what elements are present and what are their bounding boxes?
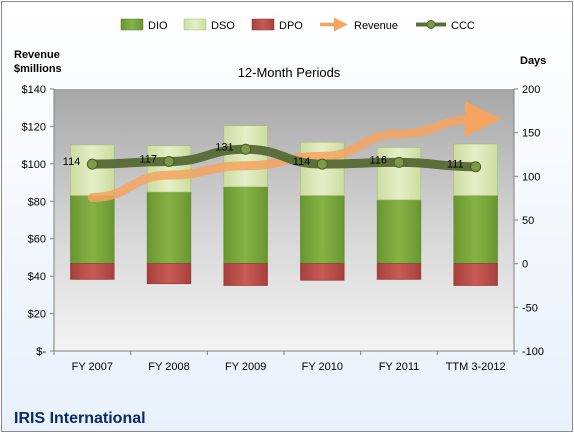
- right-tick-label: 50: [522, 215, 534, 227]
- left-axis-title-line2: $millions: [14, 63, 62, 75]
- ccc-data-label: 116: [369, 154, 387, 166]
- bar-dpo: [300, 263, 345, 281]
- bar-dpo: [146, 263, 192, 285]
- ccc-marker: [163, 155, 175, 167]
- right-tick-label: -100: [522, 346, 544, 358]
- left-axis-ticks: $- $20 $40 $60 $80 $100 $120 $140: [22, 84, 54, 358]
- bar-dio: [223, 186, 268, 264]
- x-tick-label: FY 2011: [379, 361, 420, 373]
- ccc-data-label: 114: [293, 156, 311, 168]
- x-tick-label: FY 2010: [302, 361, 343, 373]
- company-name: IRIS International: [14, 410, 146, 427]
- bar-dio: [300, 195, 345, 264]
- bar-dpo: [223, 263, 268, 286]
- right-tick-label: 0: [522, 259, 528, 271]
- left-tick-label: $120: [22, 121, 46, 133]
- legend: DIO DSO DPO Revenue CCC: [120, 17, 475, 32]
- bars: [70, 125, 498, 286]
- left-tick-label: $20: [28, 309, 46, 321]
- right-tick-label: 150: [522, 128, 540, 140]
- legend-label-dpo: DPO: [279, 20, 303, 32]
- bar-dio: [70, 195, 115, 264]
- ccc-marker: [240, 143, 252, 155]
- ccc-data-label: 117: [139, 153, 157, 165]
- legend-label-dso: DSO: [211, 20, 235, 32]
- legend-label-revenue: Revenue: [354, 20, 398, 32]
- legend-swatch-dso: [183, 18, 207, 31]
- legend-label-ccc: CCC: [451, 20, 475, 32]
- ccc-data-label: 111: [447, 159, 464, 171]
- right-axis-title: Days: [520, 55, 546, 67]
- right-tick-label: 200: [522, 84, 540, 96]
- legend-label-dio: DIO: [148, 20, 168, 32]
- left-tick-label: $140: [22, 84, 46, 96]
- left-tick-label: $60: [28, 234, 46, 246]
- left-axis-title-line1: Revenue: [14, 49, 60, 61]
- bar-dso: [146, 145, 192, 193]
- bar-dio: [453, 195, 498, 264]
- chart-title: 12-Month Periods: [238, 65, 341, 80]
- bar-dso: [223, 125, 268, 188]
- legend-swatch-dio: [120, 18, 144, 31]
- x-tick-label: FY 2007: [72, 361, 113, 373]
- ccc-series: 114 117 131 114 116 111: [63, 141, 482, 173]
- right-tick-label: -50: [522, 302, 538, 314]
- right-tick-label: 100: [522, 171, 540, 183]
- x-axis-labels: FY 2007 FY 2008 FY 2009 FY 2010 FY 2011 TTM 3…: [53, 351, 515, 373]
- left-tick-label: $100: [22, 159, 46, 171]
- legend-swatch-dpo: [251, 18, 275, 31]
- bar-dio: [376, 199, 422, 264]
- plot-area: [54, 89, 514, 351]
- bar-dpo: [453, 263, 498, 286]
- left-tick-label: $80: [28, 196, 46, 208]
- ccc-marker: [316, 158, 328, 170]
- ccc-marker: [393, 156, 405, 168]
- bar-dso: [70, 144, 115, 196]
- ccc-data-label: 114: [63, 156, 81, 168]
- x-tick-label: FY 2008: [148, 361, 189, 373]
- bar-dpo: [376, 263, 422, 280]
- ccc-data-label: 131: [215, 141, 233, 153]
- left-tick-label: $-: [36, 346, 46, 358]
- bar-dso: [376, 147, 422, 201]
- left-tick-label: $40: [28, 271, 46, 283]
- x-tick-label: FY 2009: [225, 361, 266, 373]
- ccc-marker: [470, 161, 482, 173]
- right-axis-ticks: -100 -50 0 50 100 150 200: [514, 84, 544, 358]
- bar-dio: [146, 191, 192, 264]
- bar-dpo: [70, 263, 115, 280]
- x-tick-label: TTM 3-2012: [446, 361, 506, 373]
- legend-marker-ccc: [426, 20, 436, 29]
- ccc-marker: [86, 158, 98, 170]
